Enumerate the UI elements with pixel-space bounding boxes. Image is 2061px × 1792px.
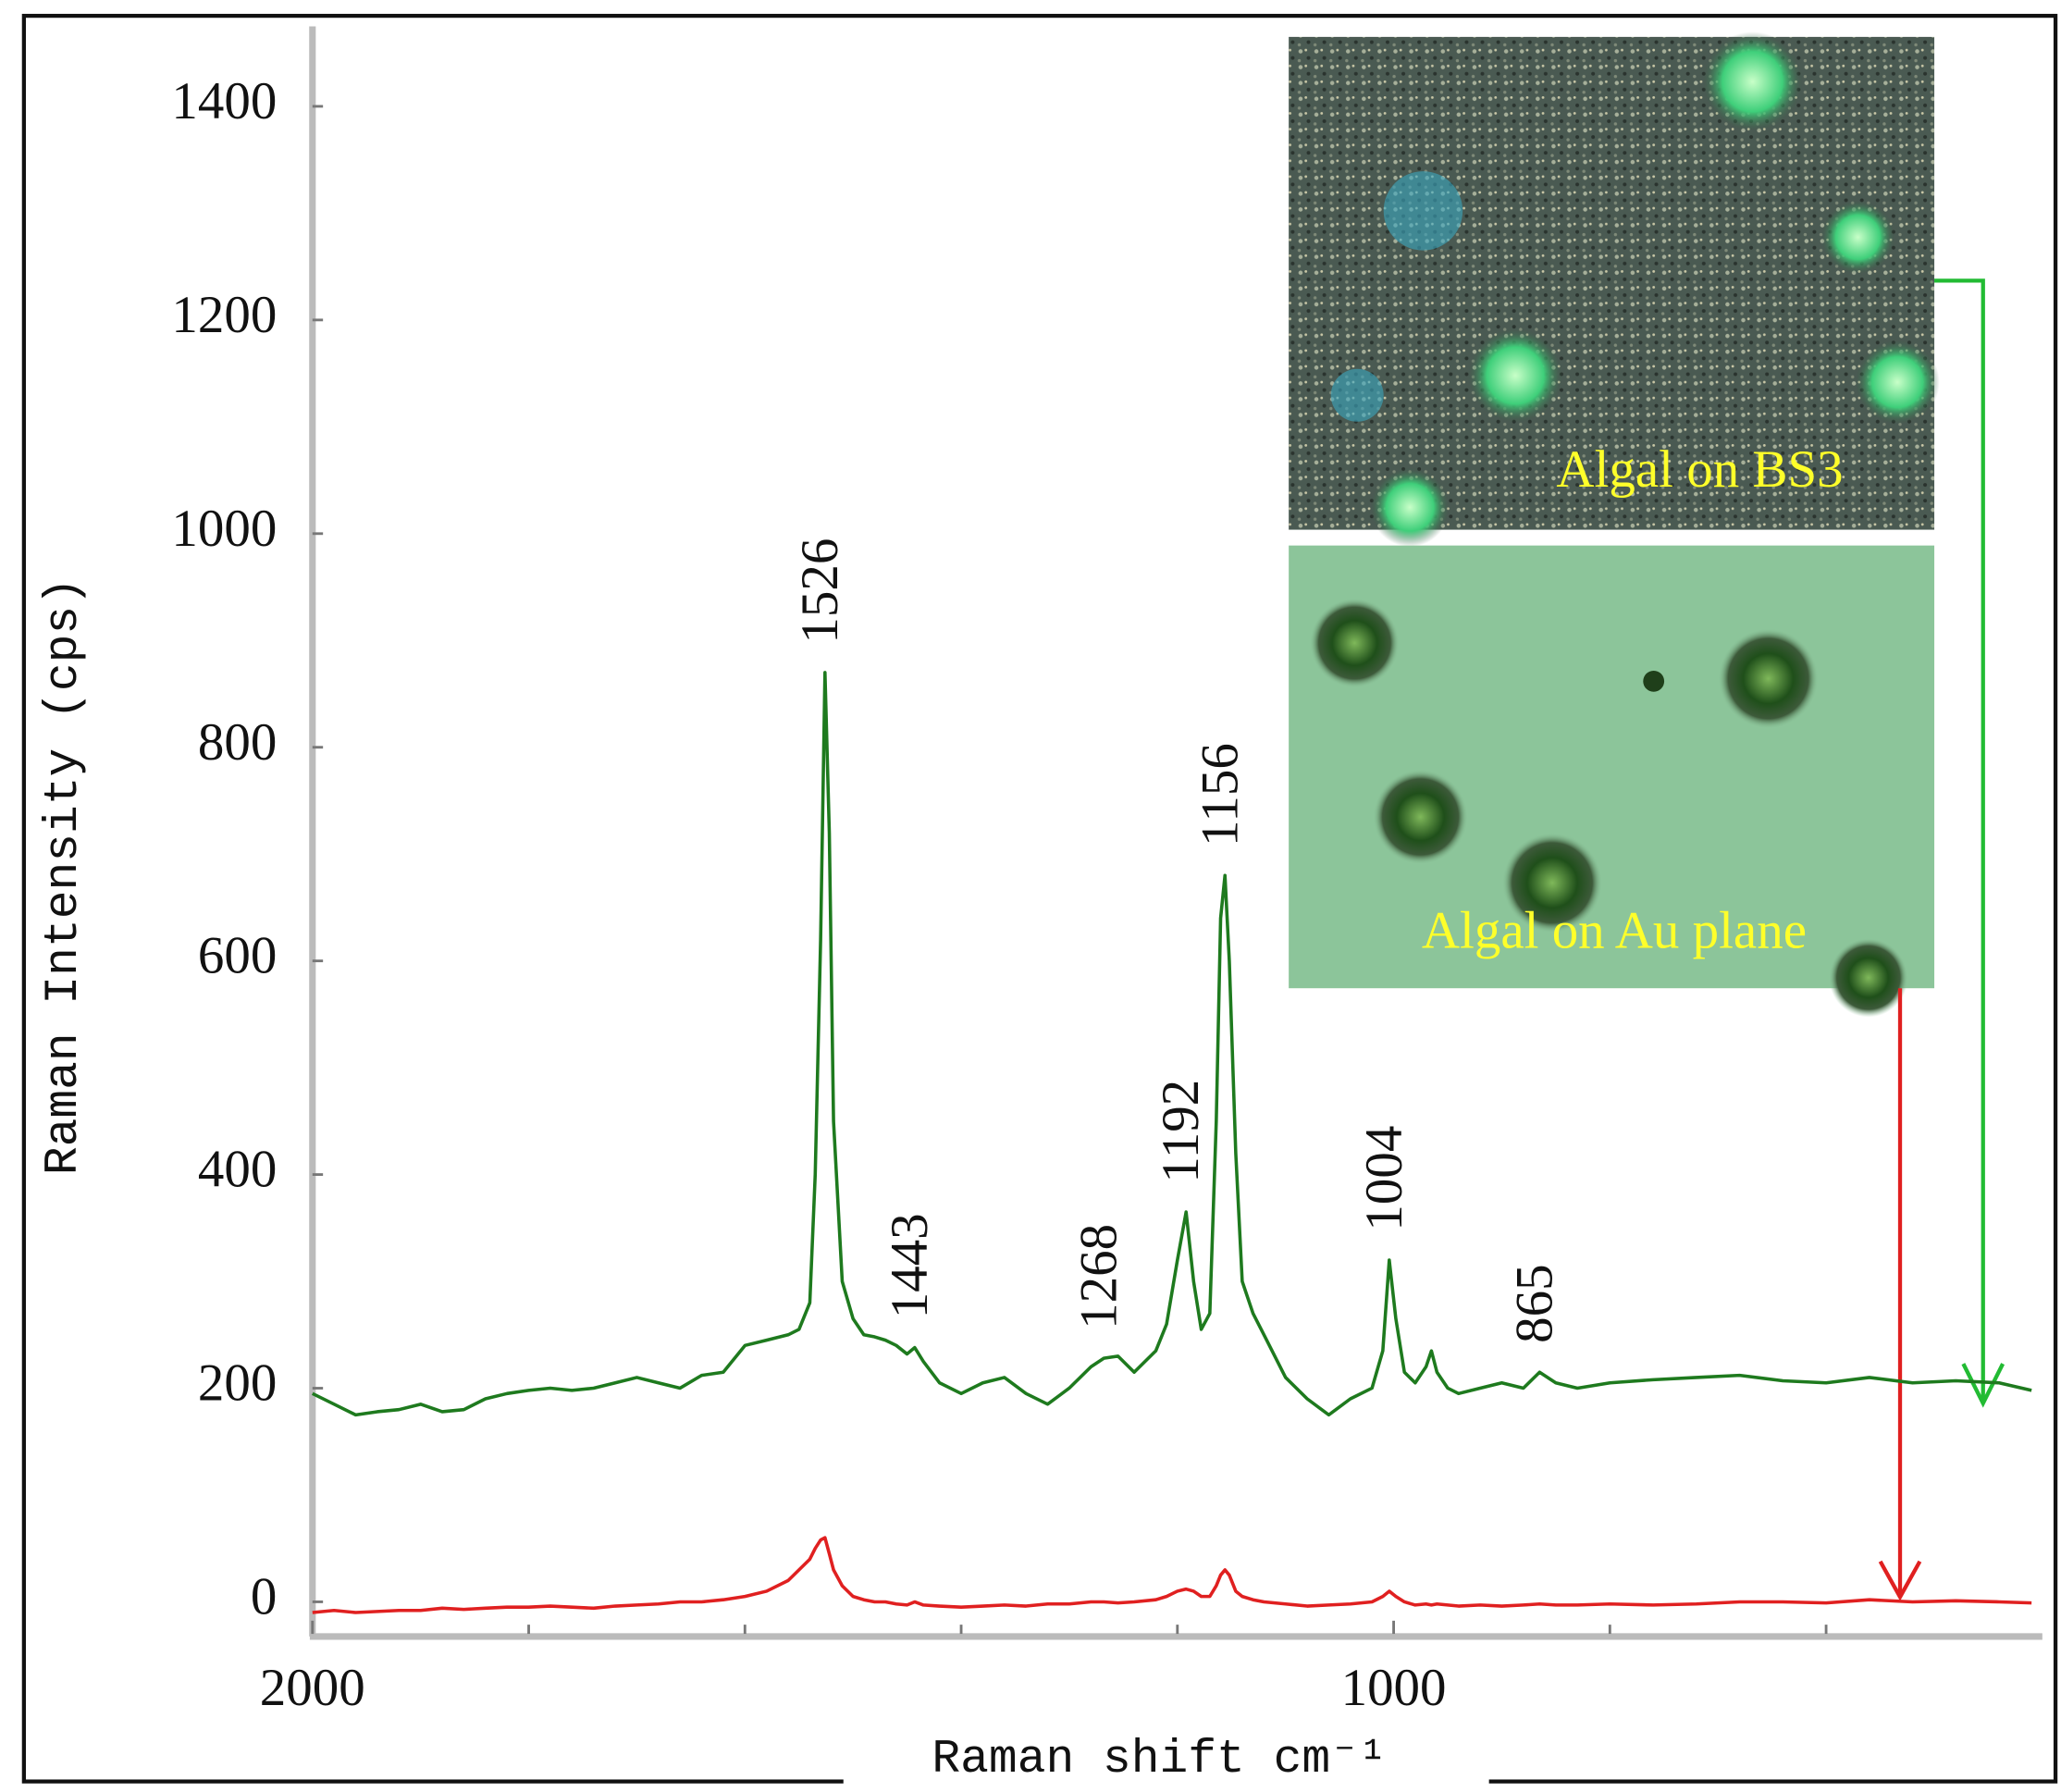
y-tick-label: 1200 xyxy=(171,286,277,344)
x-tick-label: 1000 xyxy=(1341,1659,1447,1717)
inset-bs3 xyxy=(1289,31,1940,548)
y-tick-label: 0 xyxy=(251,1568,277,1626)
peak-label: 1192 xyxy=(1152,1080,1210,1183)
y-axis-label: Raman Intensity (cps) xyxy=(37,577,91,1175)
y-tick-label: 400 xyxy=(198,1141,277,1199)
peak-label: 1156 xyxy=(1191,743,1249,847)
peak-label: 1443 xyxy=(881,1213,939,1318)
arrowhead-red xyxy=(1878,1560,1922,1601)
arrowhead-green xyxy=(1961,1363,2005,1408)
frame-gap xyxy=(843,1759,1489,1792)
peak-label: 865 xyxy=(1505,1264,1563,1342)
inset-label: Algal on Au plane xyxy=(1422,901,1807,959)
x-tick-label: 2000 xyxy=(260,1659,365,1717)
series-line xyxy=(312,1536,2032,1614)
inset-label: Algal on BS3 xyxy=(1556,440,1843,499)
y-tick-label: 800 xyxy=(198,713,277,772)
peak-label: 1268 xyxy=(1069,1224,1128,1329)
peak-label: 1526 xyxy=(791,538,849,644)
x-axis-label: Raman shift cm⁻¹ xyxy=(932,1733,1387,1786)
inset-au xyxy=(1289,545,1935,1018)
series-line xyxy=(311,671,2032,1417)
y-tick-label: 600 xyxy=(198,927,277,985)
y-tick-label: 200 xyxy=(198,1354,277,1413)
peak-label: 1004 xyxy=(1355,1126,1413,1231)
y-tick-label: 1400 xyxy=(171,72,277,130)
y-tick-label: 1000 xyxy=(171,500,277,558)
arrow-green xyxy=(1934,278,1985,1400)
